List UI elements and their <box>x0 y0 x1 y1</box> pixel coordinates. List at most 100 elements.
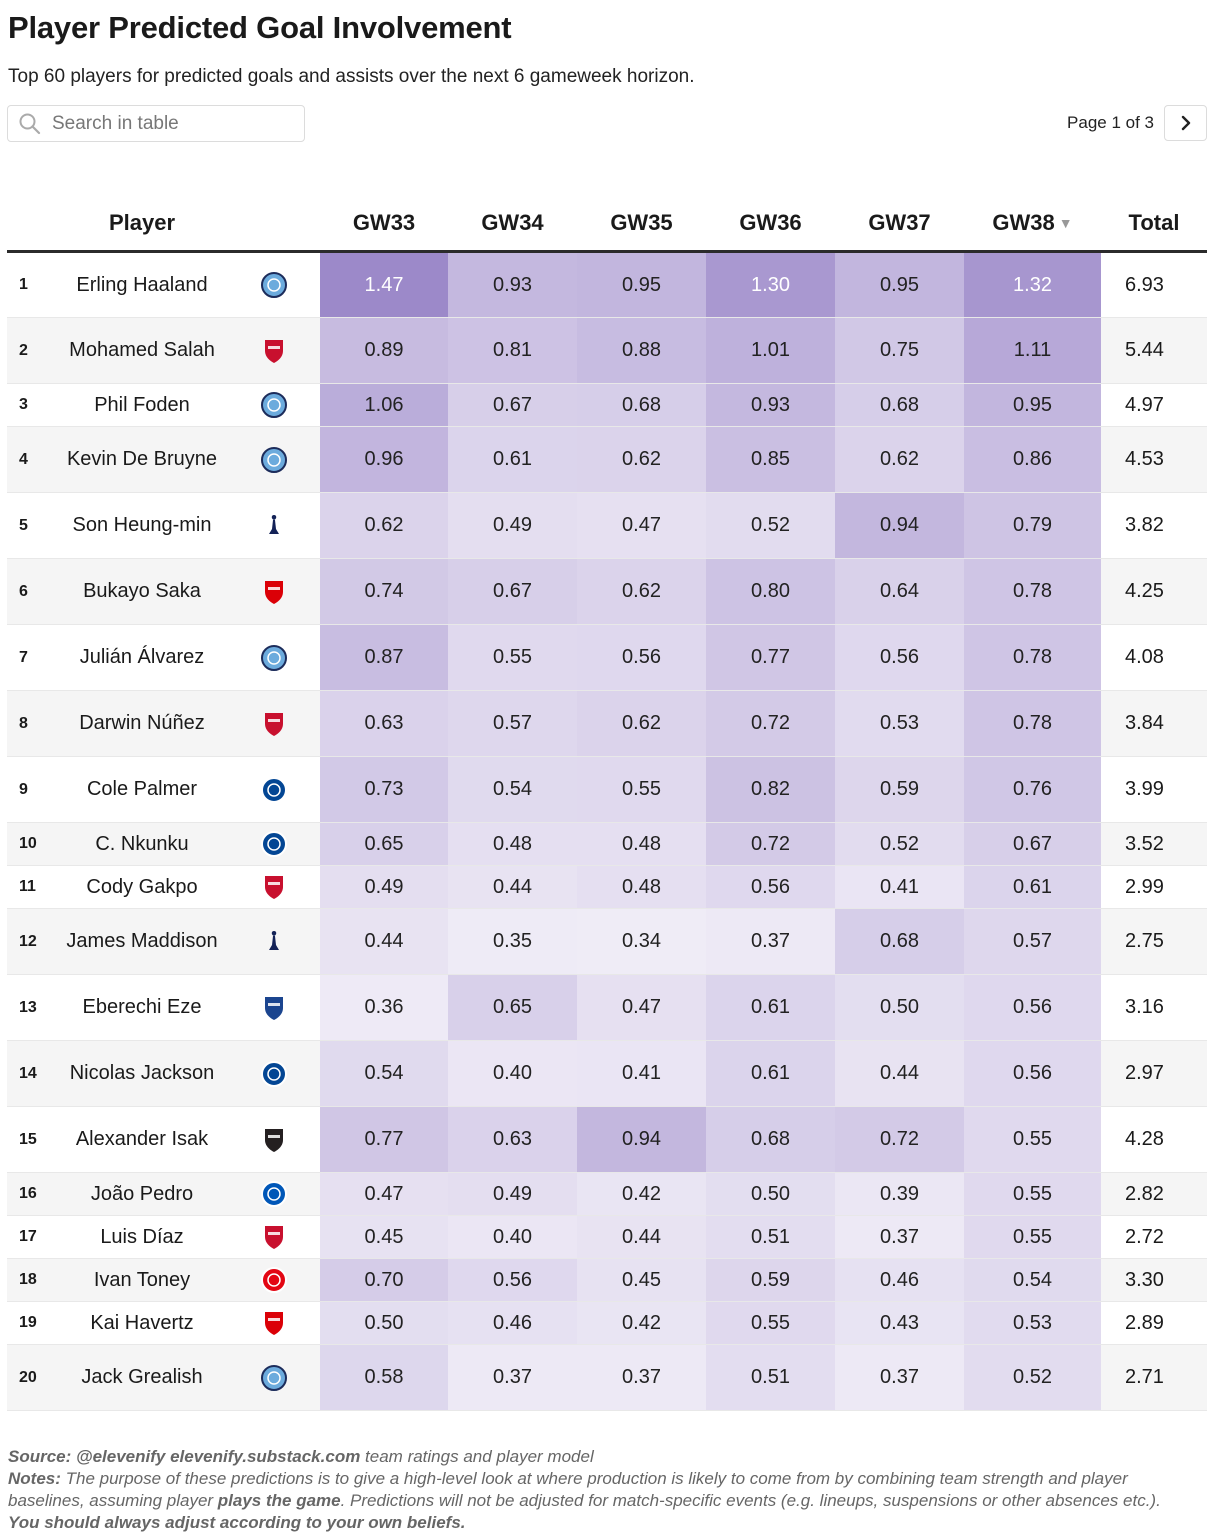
gw34-value-cell: 0.54 <box>448 756 577 823</box>
player-name-cell: Kevin De Bruyne <box>66 448 218 470</box>
gw36-value-cell: 1.01 <box>706 317 835 384</box>
gw33-value-cell: 0.50 <box>320 1301 448 1345</box>
team-logo-cell <box>227 427 320 493</box>
table-row: 1 Erling Haaland 1.47 0.93 0.95 1.30 0.95 1.32 6… <box>7 251 1207 318</box>
notes-line: Notes: The purpose of these predictions … <box>8 1468 1203 1512</box>
gw33-value-cell: 1.47 <box>320 251 448 318</box>
gw35-value-cell: 0.56 <box>577 624 706 691</box>
liverpool-crest-icon <box>260 710 288 738</box>
gw34-value-cell: 0.93 <box>448 251 577 318</box>
col-gw33-header[interactable]: GW33 <box>320 196 448 253</box>
liverpool-crest-icon <box>260 337 288 365</box>
tottenham-crest-icon <box>260 928 288 956</box>
gw34-value-cell: 0.49 <box>448 492 577 559</box>
player-name-cell: C. Nkunku <box>95 832 189 855</box>
gw36-value-cell: 0.56 <box>706 865 835 909</box>
table-row: 4 Kevin De Bruyne 0.96 0.61 0.62 0.85 0.62 0.86… <box>7 426 1207 493</box>
team-logo-cell <box>227 493 320 559</box>
gw36-value-cell: 0.51 <box>706 1215 835 1259</box>
gw37-value-cell: 0.75 <box>835 317 964 384</box>
gw34-value-cell: 0.40 <box>448 1040 577 1107</box>
gw33-value-cell: 0.44 <box>320 908 448 975</box>
col-gw36-header[interactable]: GW36 <box>706 196 835 253</box>
gw34-value-cell: 0.46 <box>448 1301 577 1345</box>
rank-cell: 10 <box>19 835 37 852</box>
notes-text-1: The purpose of these predictions is to g… <box>8 1469 1128 1510</box>
gw34-value-cell: 0.49 <box>448 1172 577 1216</box>
gw38-value-cell: 0.55 <box>964 1172 1101 1216</box>
team-logo-cell <box>227 1259 320 1302</box>
total-cell: 4.08 <box>1125 646 1164 668</box>
gw38-value-cell: 0.79 <box>964 492 1101 559</box>
total-cell: 4.97 <box>1125 393 1164 416</box>
gw34-value-cell: 0.57 <box>448 690 577 757</box>
rank-cell: 17 <box>19 1228 37 1245</box>
notes-bold: plays the game <box>217 1491 341 1510</box>
gw38-value-cell: 1.32 <box>964 251 1101 318</box>
sort-desc-icon: ▼ <box>1058 215 1073 231</box>
total-cell: 2.97 <box>1125 1062 1164 1084</box>
gw33-value-cell: 0.73 <box>320 756 448 823</box>
gw37-value-cell: 0.37 <box>835 1215 964 1259</box>
player-name-cell: Erling Haaland <box>76 273 208 296</box>
source-text: team ratings and player model <box>360 1447 594 1466</box>
gw33-value-cell: 0.36 <box>320 974 448 1041</box>
crystal-palace-crest-icon <box>260 994 288 1022</box>
gw36-value-cell: 0.61 <box>706 974 835 1041</box>
team-logo-cell <box>227 1345 320 1411</box>
gw34-value-cell: 0.65 <box>448 974 577 1041</box>
gw34-value-cell: 0.40 <box>448 1215 577 1259</box>
table-row: 20 Jack Grealish 0.58 0.37 0.37 0.51 0.37 0.52 2… <box>7 1344 1207 1411</box>
gw35-value-cell: 0.48 <box>577 865 706 909</box>
rank-cell: 3 <box>19 396 28 413</box>
rank-cell: 7 <box>19 648 28 666</box>
search-input[interactable] <box>50 111 294 136</box>
gw36-value-cell: 0.85 <box>706 426 835 493</box>
col-gw37-header[interactable]: GW37 <box>835 196 964 253</box>
team-logo-cell <box>227 975 320 1041</box>
col-total-header[interactable]: Total <box>1101 196 1207 253</box>
table-row: 8 Darwin Núñez 0.63 0.57 0.62 0.72 0.53 0.78 3.8… <box>7 690 1207 757</box>
table-row: 7 Julián Álvarez 0.87 0.55 0.56 0.77 0.56 0.78 4… <box>7 624 1207 691</box>
closing-text: You should always adjust according to yo… <box>8 1513 466 1532</box>
player-name-cell: Bukayo Saka <box>83 580 201 602</box>
rank-cell: 11 <box>19 878 36 895</box>
rank-cell: 1 <box>19 276 28 293</box>
total-cell: 2.71 <box>1125 1366 1164 1388</box>
col-gw35-header[interactable]: GW35 <box>577 196 706 253</box>
gw35-value-cell: 0.62 <box>577 426 706 493</box>
rank-cell: 2 <box>19 341 28 359</box>
gw34-value-cell: 0.35 <box>448 908 577 975</box>
rank-cell: 8 <box>19 714 28 732</box>
team-logo-cell <box>227 318 320 384</box>
table-row: 14 Nicolas Jackson 0.54 0.40 0.41 0.61 0.44 0.5… <box>7 1040 1207 1107</box>
page-title: Player Predicted Goal Involvement <box>8 10 512 45</box>
col-player-header[interactable]: Player <box>57 196 227 253</box>
gw37-value-cell: 0.46 <box>835 1258 964 1302</box>
gw37-value-cell: 0.39 <box>835 1172 964 1216</box>
player-name-cell: James Maddison <box>66 930 218 952</box>
gw37-value-cell: 0.72 <box>835 1106 964 1173</box>
page-subtitle: Top 60 players for predicted goals and a… <box>8 66 695 87</box>
col-gw38-header[interactable]: GW38 ▼ <box>964 196 1101 253</box>
total-cell: 2.72 <box>1125 1225 1164 1248</box>
tottenham-crest-icon <box>260 512 288 540</box>
table-row: 9 Cole Palmer 0.73 0.54 0.55 0.82 0.59 0.76 3.99 <box>7 756 1207 823</box>
rank-cell: 4 <box>19 450 28 468</box>
gw34-value-cell: 0.48 <box>448 822 577 866</box>
gw35-value-cell: 0.95 <box>577 251 706 318</box>
col-gw34-header[interactable]: GW34 <box>448 196 577 253</box>
search-box[interactable] <box>7 105 305 142</box>
closing-line: You should always adjust according to yo… <box>8 1512 1203 1534</box>
player-name-cell: Nicolas Jackson <box>69 1062 215 1084</box>
next-page-button[interactable] <box>1164 105 1207 141</box>
gw33-value-cell: 0.77 <box>320 1106 448 1173</box>
rank-cell: 6 <box>19 582 28 600</box>
gw36-value-cell: 0.80 <box>706 558 835 625</box>
gw37-value-cell: 0.41 <box>835 865 964 909</box>
gw35-value-cell: 0.47 <box>577 492 706 559</box>
gw34-value-cell: 0.81 <box>448 317 577 384</box>
team-logo-cell <box>227 559 320 625</box>
team-logo-cell <box>227 691 320 757</box>
player-name-cell: Ivan Toney <box>93 1268 191 1291</box>
